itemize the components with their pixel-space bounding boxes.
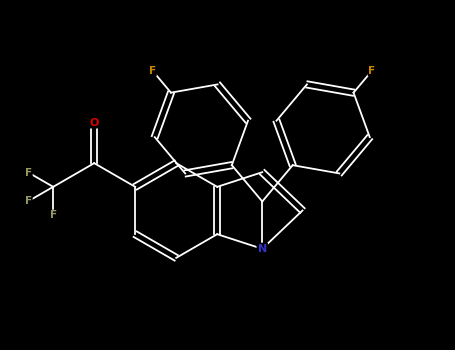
Text: O: O	[90, 118, 99, 128]
Text: F: F	[368, 66, 375, 76]
Text: F: F	[25, 168, 32, 178]
Text: F: F	[50, 210, 57, 220]
Text: N: N	[258, 244, 267, 254]
Text: F: F	[25, 196, 32, 206]
Text: F: F	[149, 66, 156, 76]
